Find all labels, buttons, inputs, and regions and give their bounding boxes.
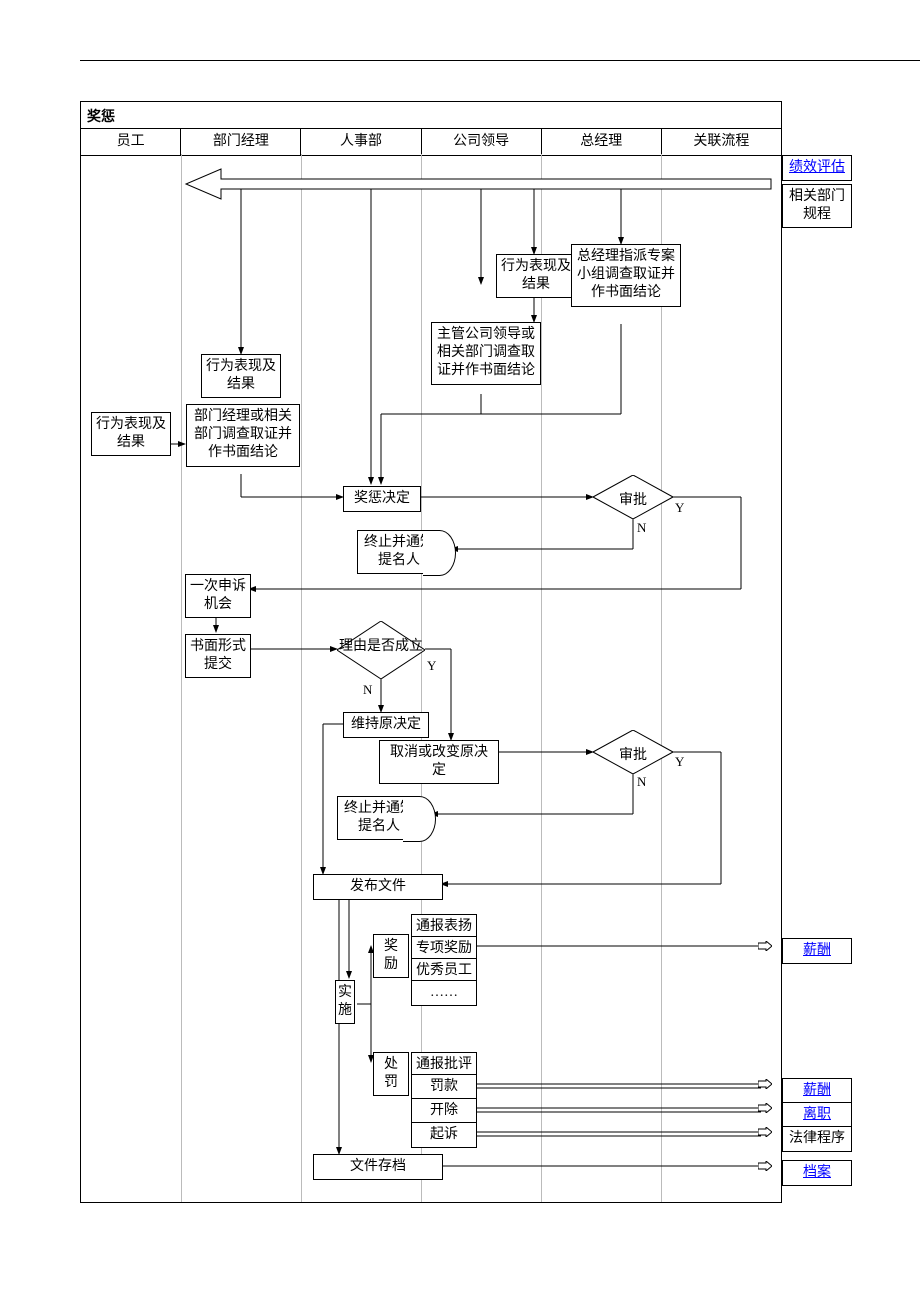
ext-salary2[interactable]: 薪酬 bbox=[782, 1078, 852, 1104]
lane-leader: 公司领导 bbox=[422, 129, 542, 155]
lane-employee: 员工 bbox=[81, 129, 181, 155]
node-approve2: 审批 bbox=[593, 730, 673, 774]
label-y: Y bbox=[427, 658, 436, 674]
ext-dept-rules: 相关部门规程 bbox=[782, 184, 852, 228]
node-reason: 理由是否成立 bbox=[337, 621, 425, 679]
label-n: N bbox=[637, 520, 646, 536]
lane-divider bbox=[181, 154, 182, 1202]
label-y: Y bbox=[675, 754, 684, 770]
node-p4: 起诉 bbox=[411, 1122, 477, 1148]
lane-divider bbox=[541, 154, 542, 1202]
lane-divider bbox=[661, 154, 662, 1202]
flowchart-frame: 奖惩 员工 部门经理 人事部 公司领导 总经理 关联流程 bbox=[80, 101, 782, 1203]
node-behavior-mgr: 行为表现及结果 bbox=[201, 354, 281, 398]
node-impl: 实施 bbox=[335, 980, 355, 1024]
node-inv-mgr: 部门经理或相关部门调查取证并作书面结论 bbox=[186, 404, 300, 467]
node-reward: 奖励 bbox=[373, 934, 409, 978]
ext-salary1[interactable]: 薪酬 bbox=[782, 938, 852, 964]
chart-body: 行为表现及结果 行为表现及结果 行为表现及结果 部门经理或相关部门调查取证并作书… bbox=[81, 154, 781, 1202]
node-change: 取消或改变原决定 bbox=[379, 740, 499, 784]
chart-title: 奖惩 bbox=[87, 106, 115, 126]
node-submit: 书面形式提交 bbox=[185, 634, 251, 678]
lane-headers: 员工 部门经理 人事部 公司领导 总经理 关联流程 bbox=[81, 128, 781, 156]
node-decision: 奖惩决定 bbox=[343, 486, 421, 512]
ext-leave[interactable]: 离职 bbox=[782, 1102, 852, 1128]
node-behavior-lead: 行为表现及结果 bbox=[496, 254, 576, 298]
node-p3: 开除 bbox=[411, 1098, 477, 1124]
lane-gm: 总经理 bbox=[542, 129, 662, 155]
node-appeal: 一次申诉机会 bbox=[185, 574, 251, 618]
node-behavior-emp: 行为表现及结果 bbox=[91, 412, 171, 456]
ext-legal: 法律程序 bbox=[782, 1126, 852, 1152]
lane-divider bbox=[301, 154, 302, 1202]
lane-related: 关联流程 bbox=[662, 129, 781, 155]
lane-manager: 部门经理 bbox=[181, 129, 301, 155]
ext-performance[interactable]: 绩效评估 bbox=[782, 155, 852, 181]
label-y: Y bbox=[675, 500, 684, 516]
label-n: N bbox=[363, 682, 372, 698]
label-n: N bbox=[637, 774, 646, 790]
node-publish: 发布文件 bbox=[313, 874, 443, 900]
header-rule bbox=[80, 60, 920, 61]
node-file: 文件存档 bbox=[313, 1154, 443, 1180]
node-punish: 处罚 bbox=[373, 1052, 409, 1096]
node-inv-gm: 总经理指派专案小组调查取证并作书面结论 bbox=[571, 244, 681, 307]
ext-archive[interactable]: 档案 bbox=[782, 1160, 852, 1186]
node-p2: 罚款 bbox=[411, 1074, 477, 1100]
lane-hr: 人事部 bbox=[301, 129, 421, 155]
node-keep: 维持原决定 bbox=[343, 712, 429, 738]
node-term1: 终止并通知提名人 bbox=[357, 530, 440, 574]
node-r4: …… bbox=[411, 980, 477, 1006]
node-inv-lead: 主管公司领导或相关部门调查取证并作书面结论 bbox=[431, 322, 541, 385]
node-approve1: 审批 bbox=[593, 475, 673, 519]
node-term2: 终止并通知提名人 bbox=[337, 796, 420, 840]
